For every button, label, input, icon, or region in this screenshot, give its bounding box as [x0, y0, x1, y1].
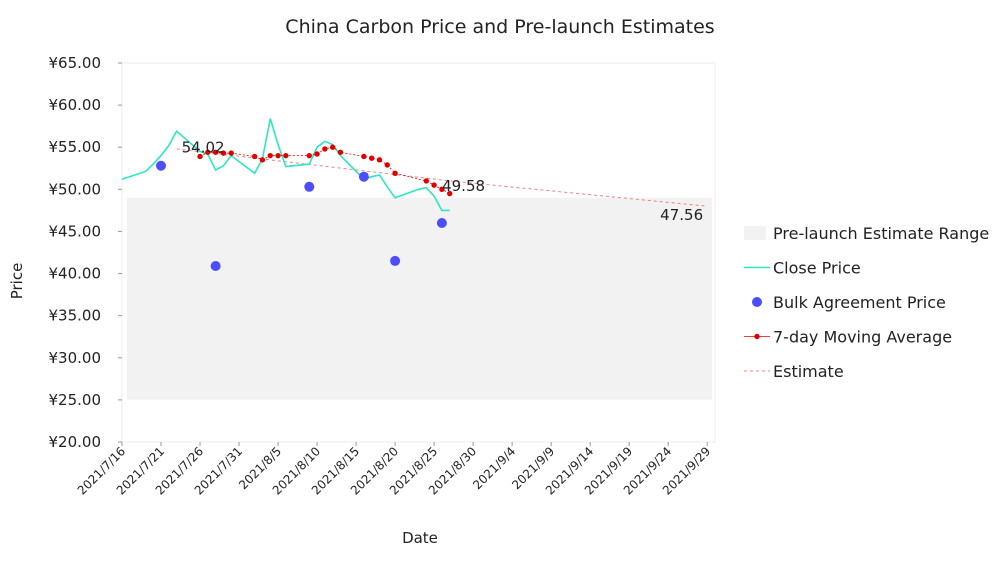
legend: Pre-launch Estimate Range Close Price Bulk…	[744, 224, 989, 381]
chart-title: China Carbon Price and Pre-launch Estima…	[285, 16, 714, 38]
close-price-line	[121, 118, 450, 212]
y-tick-label: ¥30.00	[49, 349, 102, 367]
data-annotation: 47.56	[660, 206, 703, 224]
y-tick-label: ¥65.00	[49, 54, 102, 72]
y-tick-label: ¥35.00	[49, 307, 102, 325]
moving-average-point	[228, 150, 234, 156]
plot-area: ¥20.00 ¥25.00 ¥30.00 ¥35.00 ¥40.00 ¥45.00 ¥50.…	[49, 54, 716, 498]
legend-label: 7-day Moving Average	[773, 328, 952, 347]
legend-label: Bulk Agreement Price	[773, 293, 946, 312]
moving-average-point	[306, 152, 312, 159]
moving-average-point	[376, 157, 383, 163]
y-tick-label: ¥20.00	[49, 433, 102, 451]
moving-average-point	[368, 155, 375, 161]
moving-average-point	[220, 150, 227, 156]
legend-label: Pre-launch Estimate Range	[773, 224, 989, 243]
moving-average-point	[259, 157, 266, 163]
legend-label: Estimate	[773, 362, 844, 381]
legend-label: Close Price	[773, 259, 861, 278]
estimate-range-band	[127, 197, 712, 400]
bulk-agreement-point	[436, 218, 447, 229]
data-annotation: 49.58	[442, 177, 485, 195]
legend-swatch-moving-average-marker	[754, 333, 760, 340]
data-annotation: 54.02	[182, 138, 225, 156]
moving-average-point	[205, 149, 211, 155]
moving-average-point	[384, 162, 390, 168]
moving-average-point	[361, 153, 367, 160]
moving-average-point	[322, 146, 328, 152]
y-tick-label: ¥50.00	[49, 180, 102, 198]
moving-average-point	[275, 152, 281, 159]
y-tick-label: ¥55.00	[49, 138, 102, 156]
bulk-agreement-point	[358, 171, 369, 182]
legend-swatch-bulk-agreement	[752, 297, 762, 307]
moving-average-point	[439, 186, 445, 193]
moving-average-point	[392, 170, 398, 177]
moving-average-point	[267, 152, 273, 159]
moving-average-point	[423, 178, 430, 184]
y-tick-label: ¥40.00	[49, 265, 102, 283]
x-axis-label: Date	[402, 529, 438, 547]
moving-average-point	[197, 153, 203, 160]
bulk-agreement-point	[390, 255, 401, 266]
y-tick-label: ¥45.00	[49, 222, 102, 240]
bulk-agreement-point	[156, 160, 167, 171]
y-axis-label: Price	[8, 263, 26, 300]
moving-average-point	[212, 149, 219, 155]
y-tick-label: ¥25.00	[49, 391, 102, 409]
moving-average-point	[337, 149, 344, 155]
y-tick-label: ¥60.00	[49, 96, 102, 114]
estimate-line	[176, 148, 708, 207]
moving-average-point	[314, 151, 320, 157]
moving-average-point	[283, 152, 289, 159]
moving-average-point	[447, 190, 453, 197]
moving-average-point	[431, 182, 437, 188]
bulk-agreement-point	[210, 260, 221, 271]
legend-swatch-estimate-range	[744, 226, 766, 240]
bulk-agreement-point	[304, 181, 315, 192]
moving-average-point	[251, 153, 258, 160]
moving-average-line	[199, 146, 450, 194]
moving-average-point	[329, 144, 336, 150]
